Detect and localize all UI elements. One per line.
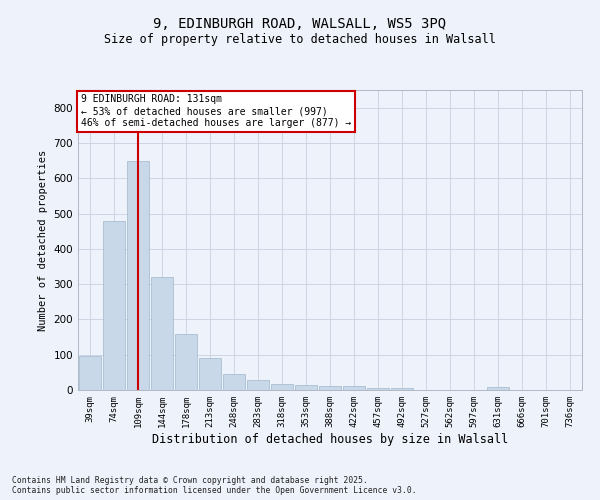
X-axis label: Distribution of detached houses by size in Walsall: Distribution of detached houses by size … <box>152 432 508 446</box>
Bar <box>151 277 173 390</box>
Bar <box>103 222 125 390</box>
Bar <box>319 386 341 390</box>
Bar <box>223 374 245 390</box>
Bar <box>295 384 317 390</box>
Text: 9 EDINBURGH ROAD: 131sqm
← 53% of detached houses are smaller (997)
46% of semi-: 9 EDINBURGH ROAD: 131sqm ← 53% of detach… <box>80 94 351 128</box>
Bar <box>199 358 221 390</box>
Bar <box>391 388 413 390</box>
Bar <box>487 387 509 390</box>
Bar <box>79 356 101 390</box>
Text: Contains HM Land Registry data © Crown copyright and database right 2025.
Contai: Contains HM Land Registry data © Crown c… <box>12 476 416 495</box>
Bar <box>247 380 269 390</box>
Bar <box>271 384 293 390</box>
Bar <box>367 388 389 390</box>
Text: 9, EDINBURGH ROAD, WALSALL, WS5 3PQ: 9, EDINBURGH ROAD, WALSALL, WS5 3PQ <box>154 18 446 32</box>
Bar <box>343 386 365 390</box>
Bar <box>175 334 197 390</box>
Y-axis label: Number of detached properties: Number of detached properties <box>38 150 48 330</box>
Text: Size of property relative to detached houses in Walsall: Size of property relative to detached ho… <box>104 32 496 46</box>
Bar <box>127 162 149 390</box>
